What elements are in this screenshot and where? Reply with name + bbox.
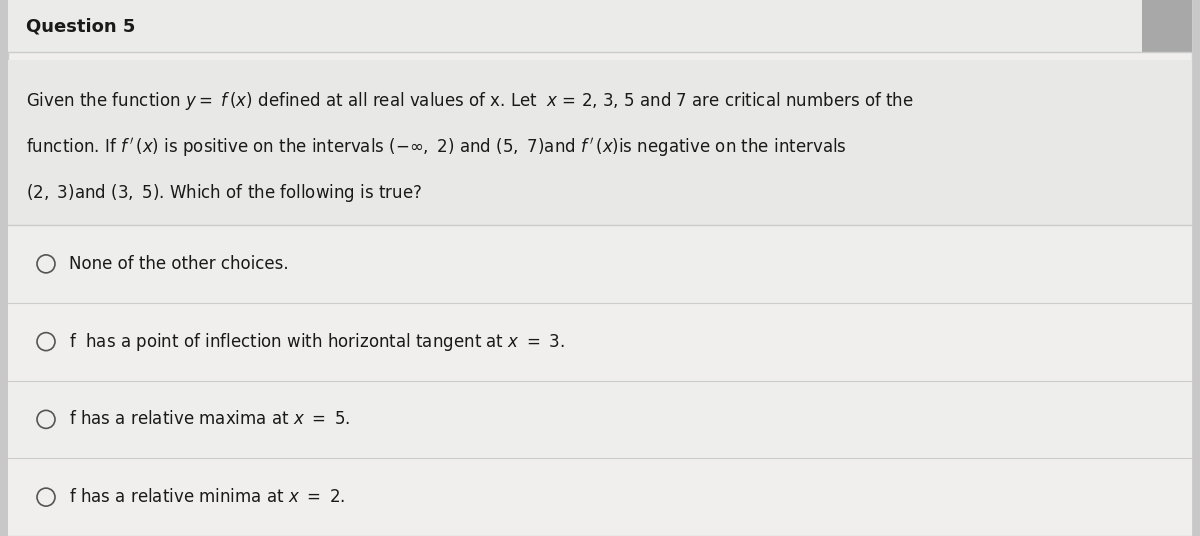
Bar xyxy=(1142,0,1192,52)
Text: f has a relative minima at $x\ =\ 2.$: f has a relative minima at $x\ =\ 2.$ xyxy=(70,488,346,506)
Bar xyxy=(8,225,1192,303)
Text: function. If $f\,'\,(x)$ is positive on the intervals $(-\infty,\ 2)$ and $(5,\ : function. If $f\,'\,(x)$ is positive on … xyxy=(26,136,847,159)
Bar xyxy=(8,0,1192,52)
Bar xyxy=(8,60,1192,225)
Text: f  has a point of inflection with horizontal tangent at $x\ =\ 3.$: f has a point of inflection with horizon… xyxy=(70,331,565,353)
Bar xyxy=(8,381,1192,458)
Text: $(2,\ 3)$and $(3,\ 5)$. Which of the following is true?: $(2,\ 3)$and $(3,\ 5)$. Which of the fol… xyxy=(26,182,422,204)
Bar xyxy=(8,303,1192,381)
Text: None of the other choices.: None of the other choices. xyxy=(70,255,289,273)
Text: Question 5: Question 5 xyxy=(26,17,136,35)
Text: f has a relative maxima at $x\ =\ 5.$: f has a relative maxima at $x\ =\ 5.$ xyxy=(70,411,350,428)
Bar xyxy=(8,458,1192,536)
Text: Given the function $y =\ f\,(x)$ defined at all real values of x. Let  $x$ = 2, : Given the function $y =\ f\,(x)$ defined… xyxy=(26,90,913,112)
